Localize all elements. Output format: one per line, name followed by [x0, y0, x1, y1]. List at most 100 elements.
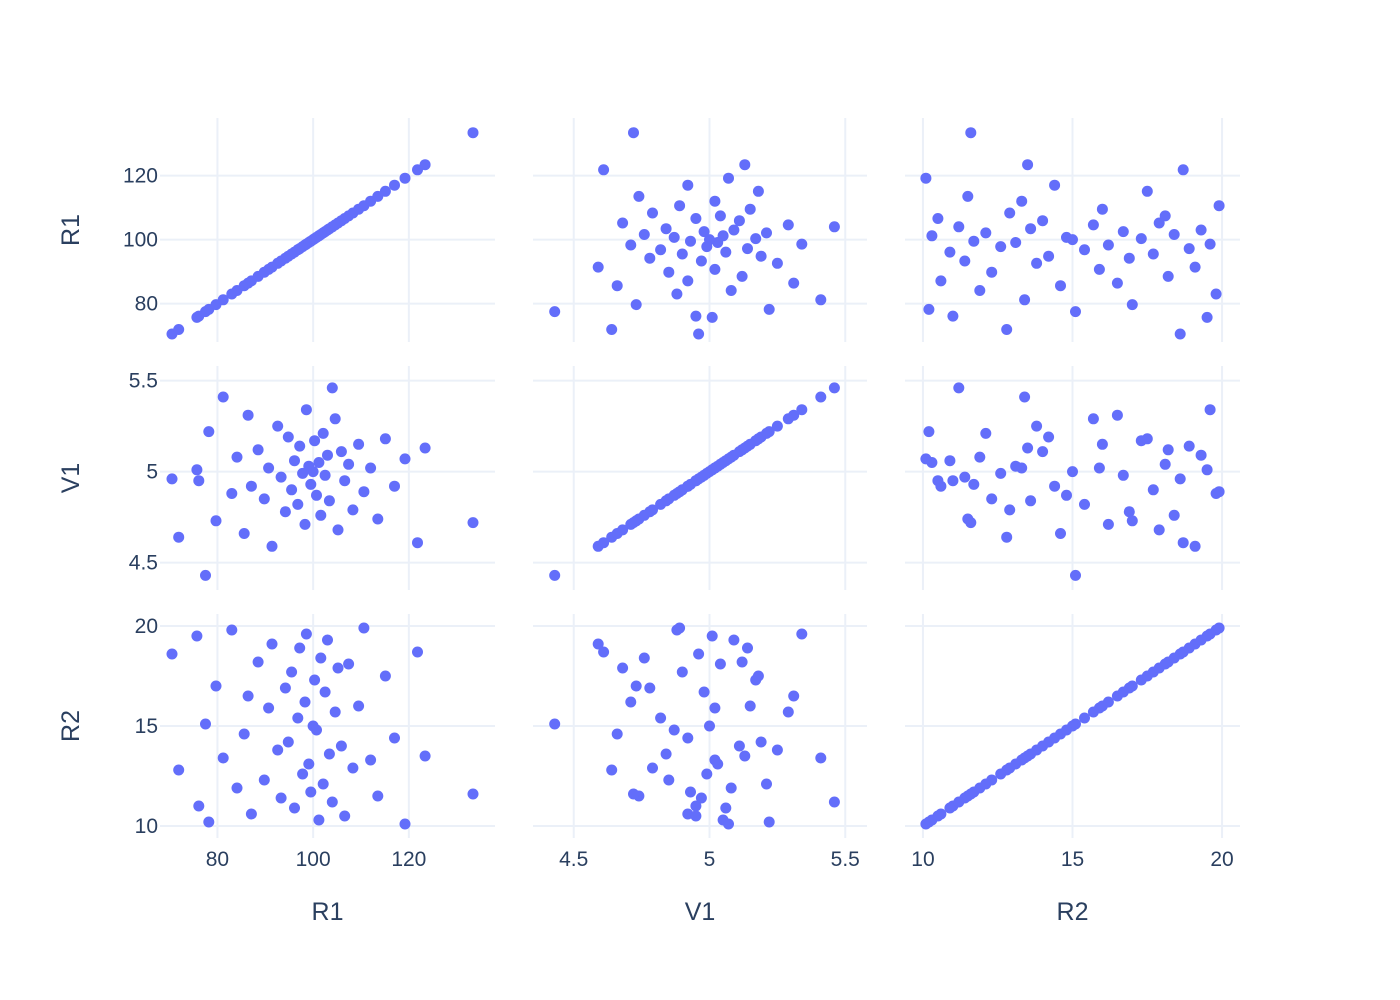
data-point[interactable]: [467, 517, 479, 529]
data-point[interactable]: [173, 764, 185, 776]
data-point[interactable]: [1010, 237, 1022, 248]
data-point[interactable]: [299, 696, 311, 708]
data-point[interactable]: [742, 642, 753, 654]
data-point[interactable]: [549, 306, 561, 318]
data-point[interactable]: [335, 446, 347, 458]
data-point[interactable]: [1168, 509, 1180, 521]
data-point[interactable]: [365, 462, 377, 474]
data-point[interactable]: [782, 706, 794, 718]
data-point[interactable]: [315, 652, 327, 664]
data-point[interactable]: [944, 802, 956, 814]
data-point[interactable]: [690, 475, 702, 487]
data-point[interactable]: [690, 810, 702, 822]
data-point[interactable]: [299, 518, 311, 530]
data-point[interactable]: [625, 239, 637, 251]
data-point[interactable]: [1204, 238, 1216, 250]
data-point[interactable]: [828, 221, 840, 233]
data-point[interactable]: [1183, 243, 1195, 255]
data-point[interactable]: [263, 702, 275, 714]
data-point[interactable]: [339, 810, 351, 822]
data-point[interactable]: [399, 172, 411, 184]
data-point[interactable]: [1049, 179, 1061, 191]
data-point[interactable]: [723, 818, 734, 830]
data-point[interactable]: [1004, 762, 1016, 774]
data-point[interactable]: [1037, 446, 1049, 458]
data-point[interactable]: [744, 203, 756, 215]
data-point[interactable]: [275, 471, 287, 483]
data-point[interactable]: [709, 462, 721, 474]
data-point[interactable]: [598, 646, 610, 658]
data-point[interactable]: [736, 656, 748, 668]
data-point[interactable]: [307, 466, 319, 478]
data-point[interactable]: [242, 409, 254, 421]
data-point[interactable]: [932, 213, 944, 224]
data-point[interactable]: [1177, 537, 1189, 549]
data-point[interactable]: [693, 648, 705, 660]
data-point[interactable]: [238, 728, 250, 740]
data-point[interactable]: [771, 420, 783, 432]
data-point[interactable]: [739, 442, 751, 454]
data-point[interactable]: [725, 782, 737, 794]
data-point[interactable]: [1079, 498, 1090, 510]
data-point[interactable]: [1141, 670, 1153, 682]
data-point[interactable]: [313, 814, 325, 826]
data-point[interactable]: [467, 127, 479, 139]
data-point[interactable]: [755, 736, 767, 748]
data-point[interactable]: [266, 638, 278, 650]
data-point[interactable]: [752, 433, 764, 445]
data-point[interactable]: [733, 215, 745, 227]
data-point[interactable]: [995, 467, 1007, 479]
data-point[interactable]: [986, 266, 998, 278]
data-point[interactable]: [203, 816, 215, 828]
data-point[interactable]: [353, 700, 365, 712]
data-point[interactable]: [788, 690, 800, 702]
data-point[interactable]: [1174, 473, 1186, 485]
data-point[interactable]: [1168, 229, 1180, 240]
data-point[interactable]: [771, 744, 783, 756]
data-point[interactable]: [947, 310, 959, 322]
data-point[interactable]: [733, 740, 745, 752]
data-point[interactable]: [1177, 164, 1189, 176]
data-point[interactable]: [365, 754, 377, 766]
data-point[interactable]: [1004, 504, 1016, 516]
data-point[interactable]: [1159, 458, 1171, 470]
data-point[interactable]: [709, 702, 721, 714]
data-point[interactable]: [1061, 489, 1072, 501]
data-point[interactable]: [389, 732, 400, 744]
data-point[interactable]: [326, 382, 338, 394]
data-point[interactable]: [1096, 438, 1108, 450]
data-point[interactable]: [633, 190, 645, 202]
data-point[interactable]: [1001, 531, 1013, 543]
data-point[interactable]: [1117, 226, 1129, 238]
data-point[interactable]: [630, 680, 642, 692]
data-point[interactable]: [968, 478, 980, 490]
data-point[interactable]: [326, 796, 338, 808]
data-point[interactable]: [399, 818, 411, 830]
data-point[interactable]: [771, 257, 783, 269]
data-point[interactable]: [723, 453, 734, 465]
data-point[interactable]: [1102, 239, 1114, 251]
data-point[interactable]: [467, 788, 479, 800]
data-point[interactable]: [720, 246, 732, 258]
data-point[interactable]: [286, 484, 298, 496]
data-point[interactable]: [693, 328, 705, 340]
data-point[interactable]: [275, 792, 287, 804]
data-point[interactable]: [980, 427, 992, 439]
data-point[interactable]: [332, 662, 344, 674]
data-point[interactable]: [372, 513, 384, 525]
data-point[interactable]: [698, 469, 710, 481]
data-point[interactable]: [1213, 622, 1225, 634]
data-point[interactable]: [717, 230, 729, 242]
data-point[interactable]: [1025, 495, 1037, 507]
data-point[interactable]: [358, 622, 370, 634]
data-point[interactable]: [638, 229, 650, 240]
data-point[interactable]: [647, 504, 658, 516]
data-point[interactable]: [419, 750, 431, 762]
data-point[interactable]: [606, 324, 618, 335]
data-point[interactable]: [1087, 219, 1099, 231]
data-point[interactable]: [1055, 528, 1066, 539]
data-point[interactable]: [289, 455, 300, 467]
data-point[interactable]: [309, 435, 321, 447]
data-point[interactable]: [1087, 413, 1099, 425]
data-point[interactable]: [761, 227, 772, 239]
